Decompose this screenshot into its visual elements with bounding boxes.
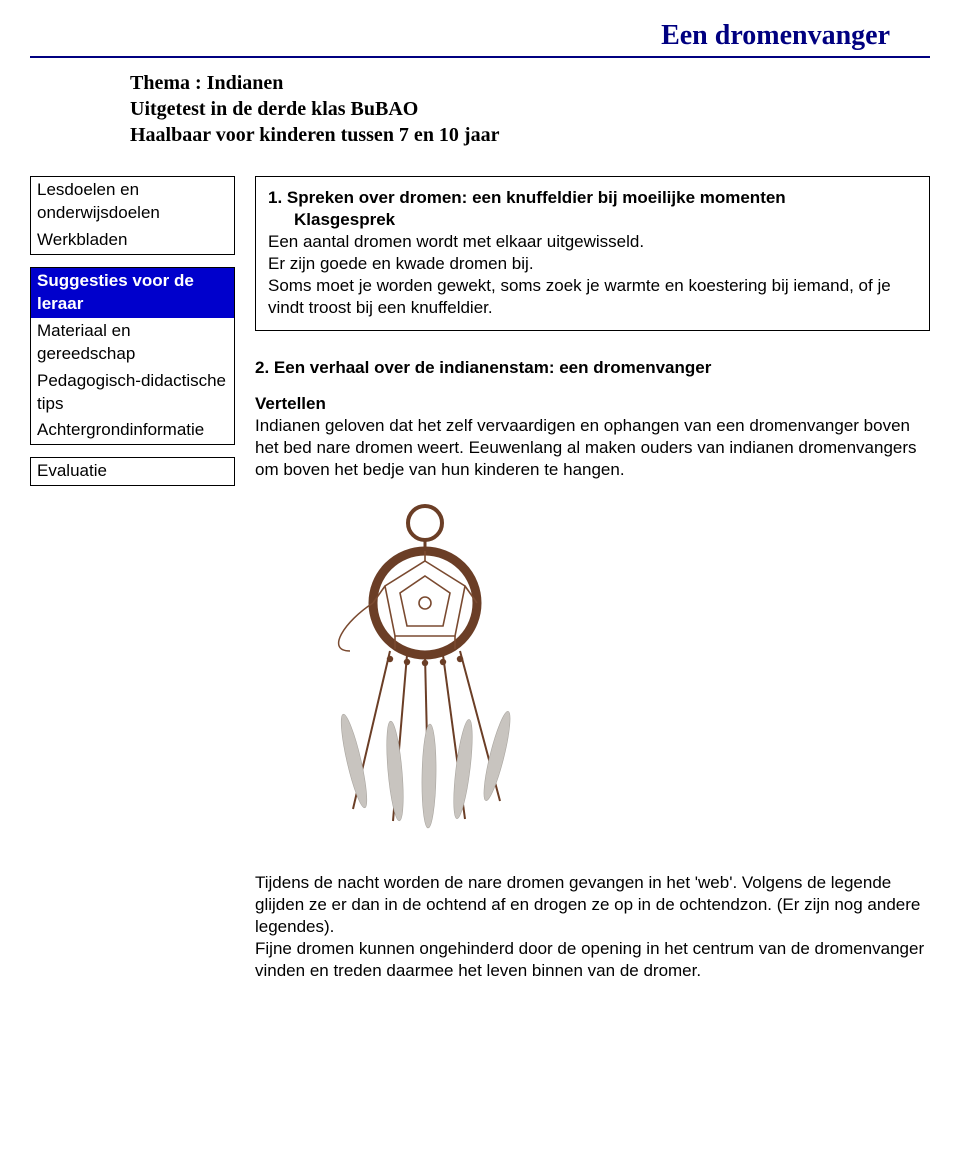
section-2-heading: 2. Een verhaal over de indianenstam: een… [255, 357, 930, 379]
dreamcatcher-icon [295, 501, 545, 831]
nav-box-2: Suggesties voor de leraar Materiaal en g… [30, 267, 235, 446]
nav-highlight-suggesties[interactable]: Suggesties voor de leraar [31, 268, 234, 318]
nav-item-materiaal[interactable]: Materiaal en gereedschap [31, 318, 234, 368]
nav-item-achtergrond[interactable]: Achtergrondinformatie [31, 417, 234, 444]
nav-item-evaluatie[interactable]: Evaluatie [31, 458, 234, 485]
title-rule: Een dromenvanger [30, 20, 930, 58]
bottom-p1: Tijdens de nacht worden de nare dromen g… [255, 872, 930, 938]
section-1-p1: Een aantal dromen wordt met elkaar uitge… [268, 231, 917, 253]
section-1-heading: 1. Spreken over dromen: een knuffeldier … [268, 187, 917, 209]
nav-item-lesdoelen[interactable]: Lesdoelen en onderwijsdoelen [31, 177, 234, 227]
section-1-subheading: Klasgesprek [268, 209, 917, 231]
header-block: Thema : Indianen Uitgetest in de derde k… [30, 70, 930, 148]
nav-box-1: Lesdoelen en onderwijsdoelen Werkbladen [30, 176, 235, 255]
nav-item-werkbladen[interactable]: Werkbladen [31, 227, 234, 254]
page-title: Een dromenvanger [30, 20, 930, 52]
bottom-p2: Fijne dromen kunnen ongehinderd door de … [255, 938, 930, 982]
section-1-p2: Er zijn goede en kwade dromen bij. [268, 253, 917, 275]
nav-highlight-line-1: Suggesties voor de [37, 271, 194, 290]
dreamcatcher-image [255, 481, 930, 872]
bottom-text: Tijdens de nacht worden de nare dromen g… [255, 872, 930, 982]
nav-highlight-line-2: leraar [37, 294, 83, 313]
header-line-2: Uitgetest in de derde klas BuBAO [130, 96, 930, 122]
sidebar: Lesdoelen en onderwijsdoelen Werkbladen … [30, 176, 235, 486]
section-2: 2. Een verhaal over de indianenstam: een… [255, 357, 930, 481]
section-2-p: Indianen geloven dat het zelf vervaardig… [255, 415, 930, 481]
section-2-subheading: Vertellen [255, 393, 930, 415]
section-1-p3: Soms moet je worden gewekt, soms zoek je… [268, 275, 917, 319]
header-line-3: Haalbaar voor kinderen tussen 7 en 10 ja… [130, 122, 930, 148]
nav-item-pedagogisch[interactable]: Pedagogisch-didactische tips [31, 368, 234, 418]
nav-box-3: Evaluatie [30, 457, 235, 486]
main-column: 1. Spreken over dromen: een knuffeldier … [255, 176, 930, 983]
section-1-box: 1. Spreken over dromen: een knuffeldier … [255, 176, 930, 331]
header-line-1: Thema : Indianen [130, 70, 930, 96]
